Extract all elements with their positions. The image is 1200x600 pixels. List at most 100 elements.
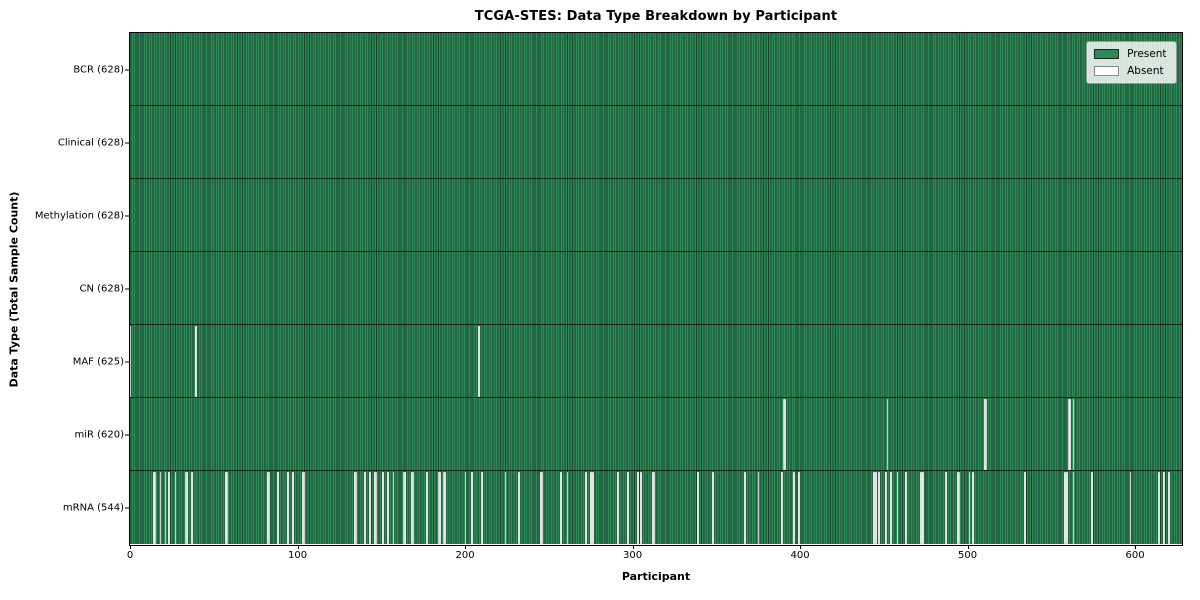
absent-mark <box>781 471 783 544</box>
absent-mark <box>957 471 959 544</box>
x-tick-label: 400 <box>790 550 810 561</box>
absent-mark <box>539 471 542 544</box>
y-tick-label: CN (628) <box>79 283 124 295</box>
absent-mark <box>276 471 279 544</box>
absent-mark <box>1065 471 1068 544</box>
absent-mark <box>442 471 445 544</box>
row-mir <box>129 398 1182 472</box>
legend-absent-label: Absent <box>1127 64 1164 77</box>
absent-mark <box>439 471 442 544</box>
y-tick-label: Clinical (628) <box>57 137 124 149</box>
absent-mark <box>637 471 639 544</box>
x-tick-label: 500 <box>958 550 978 561</box>
legend-item-present: Present <box>1094 48 1167 60</box>
plot-area: Present Absent <box>128 31 1183 546</box>
y-tick-mark <box>124 69 129 71</box>
absent-mark <box>1158 471 1160 544</box>
absent-mark <box>886 398 889 470</box>
absent-mark <box>983 398 986 470</box>
y-tick-mark <box>124 288 129 290</box>
y-tick-mark <box>124 507 129 509</box>
absent-mark <box>518 471 520 544</box>
absent-mark <box>958 471 961 544</box>
absent-mark <box>412 471 415 544</box>
absent-mark <box>375 471 378 544</box>
absent-mark <box>653 471 656 544</box>
absent-mark <box>1072 471 1075 544</box>
absent-mark <box>792 471 795 544</box>
absent-mark <box>382 471 385 544</box>
absent-swatch-icon <box>1094 65 1120 76</box>
absent-mark <box>426 471 428 544</box>
row-bcr <box>129 32 1182 106</box>
row-mrna <box>129 471 1182 545</box>
absent-mark <box>591 471 594 544</box>
absent-mark <box>477 325 480 397</box>
x-tick-label: 600 <box>1125 550 1145 561</box>
absent-mark <box>392 471 395 544</box>
x-tick-label: 0 <box>126 550 134 561</box>
absent-mark <box>481 471 483 544</box>
y-tick-mark <box>124 434 129 436</box>
absent-mark <box>541 471 544 544</box>
x-tick-mark <box>1135 545 1137 549</box>
absent-mark <box>226 471 229 544</box>
absent-mark <box>464 471 467 544</box>
legend-item-absent: Absent <box>1094 65 1166 77</box>
absent-mark <box>896 471 899 544</box>
absent-mark <box>387 471 390 544</box>
absent-mark <box>410 471 413 544</box>
y-tick-label: MAF (625) <box>72 356 124 368</box>
absent-mark <box>1069 398 1071 470</box>
absent-mark <box>697 471 700 544</box>
absent-mark <box>471 471 473 544</box>
absent-mark <box>640 471 643 544</box>
absent-mark <box>266 471 269 544</box>
absent-mark <box>437 471 440 544</box>
row-methylation <box>129 178 1182 252</box>
absent-mark <box>444 471 447 544</box>
absent-mark <box>374 471 376 544</box>
x-tick-mark <box>297 545 299 549</box>
absent-mark <box>797 471 800 544</box>
absent-mark <box>364 471 366 544</box>
absent-mark <box>168 471 170 544</box>
absent-mark <box>874 471 877 544</box>
x-tick-label: 200 <box>455 550 475 561</box>
absent-mark <box>1129 471 1132 544</box>
absent-mark <box>1163 471 1165 544</box>
absent-mark <box>1168 471 1170 544</box>
absent-mark <box>712 471 715 544</box>
x-tick-mark <box>130 545 131 549</box>
absent-mark <box>905 471 907 544</box>
absent-mark <box>890 471 892 544</box>
absent-mark <box>968 471 971 544</box>
absent-mark <box>921 471 924 544</box>
absent-mark <box>369 471 371 544</box>
absent-mark <box>404 471 406 544</box>
absent-mark <box>1064 471 1066 544</box>
absent-mark <box>757 471 760 544</box>
x-tick-mark <box>465 545 467 549</box>
absent-mark <box>1072 398 1075 470</box>
absent-mark <box>154 471 157 544</box>
absent-mark <box>224 471 227 544</box>
absent-mark <box>920 471 922 544</box>
absent-mark <box>355 471 358 544</box>
absent-mark <box>1067 398 1070 470</box>
absent-mark <box>873 471 875 544</box>
absent-mark <box>878 471 880 544</box>
absent-mark <box>291 471 294 544</box>
y-tick-mark <box>124 361 129 363</box>
absent-mark <box>129 325 132 397</box>
x-tick-label: 300 <box>623 550 643 561</box>
absent-mark <box>985 398 988 470</box>
absent-mark <box>402 471 405 544</box>
absent-mark <box>652 471 654 544</box>
absent-mark <box>784 398 787 470</box>
absent-mark <box>303 471 306 544</box>
x-tick-mark <box>800 545 802 549</box>
absent-mark <box>164 471 167 544</box>
absent-mark <box>782 398 785 470</box>
y-tick-label: miR (620) <box>74 429 124 441</box>
